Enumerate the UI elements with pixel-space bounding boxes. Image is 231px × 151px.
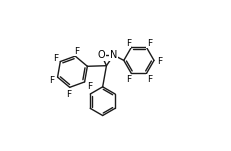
Text: F: F [126,75,131,84]
Text: F: F [147,39,152,48]
Text: F: F [157,57,162,66]
Text: F: F [74,47,79,56]
Text: F: F [126,39,131,48]
Text: F: F [147,75,152,84]
Text: F: F [87,82,92,91]
Text: F: F [49,76,55,85]
Text: O: O [98,50,105,60]
Text: F: F [66,90,71,99]
Text: F: F [53,54,58,63]
Text: N: N [110,50,117,60]
